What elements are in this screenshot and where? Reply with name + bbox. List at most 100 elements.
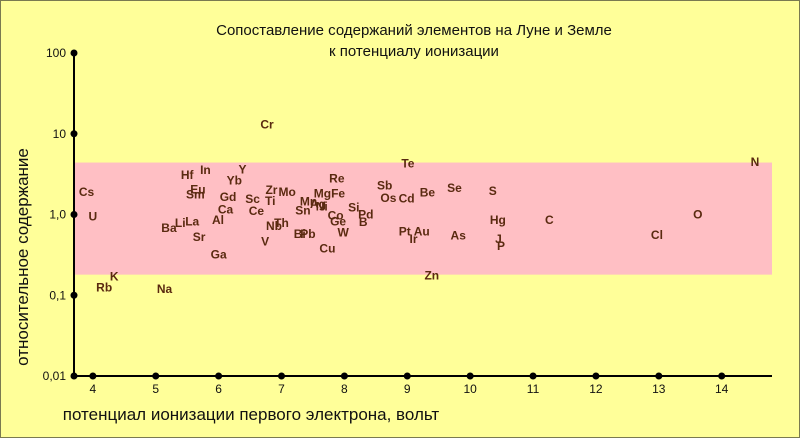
x-tick-dot [152,372,160,380]
element-label-th: Th [274,216,289,230]
element-label-ag: Ag [310,197,326,211]
element-label-as: As [451,228,467,242]
element-label-rb: Rb [96,280,112,294]
element-label-cl: Cl [651,228,663,242]
element-label-pb: Pb [300,227,315,241]
element-label-bi: Bi [294,227,306,241]
y-axis-ticks: 100 10 1,0 0,1 0,01 [43,46,78,383]
element-label-eu: Eu [190,182,205,196]
element-label-sr: Sr [193,230,206,244]
y-tick-label: 0,1 [49,288,66,302]
element-label-sc: Sc [245,192,260,206]
element-label-n: N [751,155,760,169]
x-tick-label: 14 [715,382,729,396]
typical-range-band [74,162,772,275]
element-label-li: Li [175,216,186,230]
x-tick-dot [655,372,663,380]
element-label-zr: Zr [265,183,277,197]
element-label-cd: Cd [399,191,415,205]
element-label-ni: Ni [316,200,328,214]
element-label-sn: Sn [295,204,310,218]
element-label-mg: Mg [314,186,331,200]
element-label-j: J [495,232,502,246]
element-label-yb: Yb [227,173,242,187]
element-label-pt: Pt [399,224,411,238]
element-label-cu: Cu [319,241,335,255]
x-tick-label: 5 [152,382,159,396]
x-tick-label: 13 [652,382,666,396]
element-label-si: Si [348,201,359,215]
element-label-re: Re [329,171,345,185]
element-label-w: W [337,225,349,239]
x-tick-dot [592,372,600,380]
x-axis-label: потенциал ионизации первого электрона, в… [63,405,440,424]
x-tick-label: 6 [215,382,222,396]
chart-title-line-1: Сопоставление содержаний элементов на Лу… [216,22,612,39]
x-tick-dot [529,372,537,380]
chart-title: Сопоставление содержаний элементов на Лу… [216,22,612,60]
x-tick-dot [89,372,97,380]
x-tick-label: 11 [527,382,540,396]
y-axis-label: относительное содержание [13,148,32,366]
chart-title-line-2: к потенциалу ионизации [329,43,499,60]
x-tick-label: 8 [341,382,348,396]
element-label-ba: Ba [161,221,177,235]
element-label-c: C [545,213,554,227]
element-label-v: V [261,235,269,249]
element-label-b: B [359,215,368,229]
element-label-ca: Ca [218,203,234,217]
x-tick-label: 7 [278,382,285,396]
y-tick-dot [70,130,78,138]
element-label-fe: Fe [331,186,345,200]
element-label-mn: Mn [300,194,317,208]
element-label-ge: Ge [330,214,346,228]
x-tick-dot [340,372,348,380]
element-label-sb: Sb [377,178,392,192]
x-tick-label: 4 [90,382,97,396]
element-label-zn: Zn [424,269,439,283]
element-label-mo: Mo [279,185,296,199]
y-tick-label: 1,0 [49,208,66,222]
x-tick-label: 12 [589,382,603,396]
element-label-nb: Nb [266,219,282,233]
element-label-p: P [497,239,505,253]
x-axis-ticks: 4 5 6 7 8 9 10 11 12 13 14 [89,372,729,396]
element-label-o: O [693,208,702,222]
y-tick-dot [70,49,78,57]
element-label-au: Au [414,224,430,238]
element-label-cr: Cr [260,118,274,132]
x-tick-dot [215,372,223,380]
element-label-cs: Cs [79,185,95,199]
element-label-s: S [489,184,497,198]
y-tick-label: 0,01 [43,369,67,383]
element-label-gd: Gd [220,190,237,204]
element-label-y: Y [239,163,247,177]
element-label-ce: Ce [249,204,265,218]
element-label-pd: Pd [358,208,373,222]
element-label-u: U [89,209,98,223]
y-tick-dot [70,291,78,299]
element-label-se: Se [447,181,462,195]
element-label-hg: Hg [490,213,506,227]
x-tick-dot [403,372,411,380]
element-label-hf: Hf [181,168,195,182]
element-label-la: La [185,214,199,228]
y-tick-label: 100 [46,46,66,60]
element-label-te: Te [401,156,414,170]
y-tick-dot [70,372,78,380]
element-label-al: Al [212,213,224,227]
x-tick-dot [718,372,726,380]
element-label-co: Co [328,209,344,223]
element-label-os: Os [380,191,396,205]
element-label-ir: Ir [410,232,418,246]
element-label-k: K [110,270,119,284]
element-label-ti: Ti [265,194,275,208]
y-tick-dot [70,211,78,218]
element-label-ga: Ga [211,247,227,261]
x-tick-dot [278,372,286,380]
x-tick-label: 10 [463,382,477,396]
x-tick-label: 9 [404,382,411,396]
